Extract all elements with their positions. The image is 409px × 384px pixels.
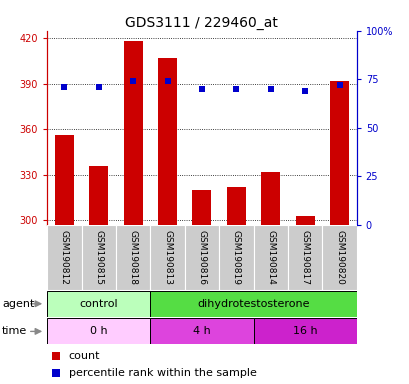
Bar bbox=[150, 225, 184, 290]
Bar bbox=[55, 135, 74, 225]
Text: 16 h: 16 h bbox=[292, 326, 317, 336]
Text: GSM190817: GSM190817 bbox=[300, 230, 309, 285]
Bar bbox=[47, 291, 150, 317]
Bar bbox=[150, 291, 356, 317]
Bar bbox=[47, 318, 150, 344]
Text: GSM190812: GSM190812 bbox=[60, 230, 69, 285]
Point bbox=[335, 82, 342, 88]
Text: time: time bbox=[2, 326, 27, 336]
Point bbox=[267, 86, 273, 92]
Bar bbox=[226, 187, 245, 225]
Point bbox=[232, 86, 239, 92]
Point bbox=[95, 84, 102, 90]
Text: GSM190818: GSM190818 bbox=[128, 230, 137, 285]
Text: GSM190814: GSM190814 bbox=[265, 230, 274, 285]
Point bbox=[164, 78, 171, 84]
Title: GDS3111 / 229460_at: GDS3111 / 229460_at bbox=[125, 16, 278, 30]
Text: dihydrotestosterone: dihydrotestosterone bbox=[197, 299, 309, 309]
Bar bbox=[81, 225, 116, 290]
Text: percentile rank within the sample: percentile rank within the sample bbox=[69, 368, 256, 378]
Bar bbox=[184, 225, 218, 290]
Bar bbox=[287, 225, 321, 290]
Text: control: control bbox=[79, 299, 118, 309]
Point bbox=[301, 88, 308, 94]
Bar bbox=[218, 225, 253, 290]
Bar bbox=[329, 81, 348, 225]
Bar bbox=[192, 190, 211, 225]
Bar bbox=[89, 166, 108, 225]
Point bbox=[130, 78, 136, 84]
Bar bbox=[158, 58, 177, 225]
Point bbox=[53, 353, 60, 359]
Point bbox=[53, 370, 60, 376]
Text: GSM190820: GSM190820 bbox=[334, 230, 343, 285]
Point bbox=[198, 86, 204, 92]
Bar bbox=[321, 225, 356, 290]
Bar bbox=[150, 318, 253, 344]
Bar bbox=[261, 172, 279, 225]
Text: GSM190819: GSM190819 bbox=[231, 230, 240, 285]
Text: agent: agent bbox=[2, 299, 34, 309]
Point bbox=[61, 84, 67, 90]
Bar bbox=[124, 41, 142, 225]
Text: GSM190815: GSM190815 bbox=[94, 230, 103, 285]
Text: GSM190816: GSM190816 bbox=[197, 230, 206, 285]
Bar bbox=[116, 225, 150, 290]
Text: 4 h: 4 h bbox=[193, 326, 210, 336]
Bar bbox=[253, 318, 356, 344]
Text: 0 h: 0 h bbox=[90, 326, 107, 336]
Bar bbox=[253, 225, 287, 290]
Text: count: count bbox=[69, 351, 100, 361]
Bar bbox=[295, 215, 314, 225]
Text: GSM190813: GSM190813 bbox=[163, 230, 172, 285]
Bar bbox=[47, 225, 81, 290]
